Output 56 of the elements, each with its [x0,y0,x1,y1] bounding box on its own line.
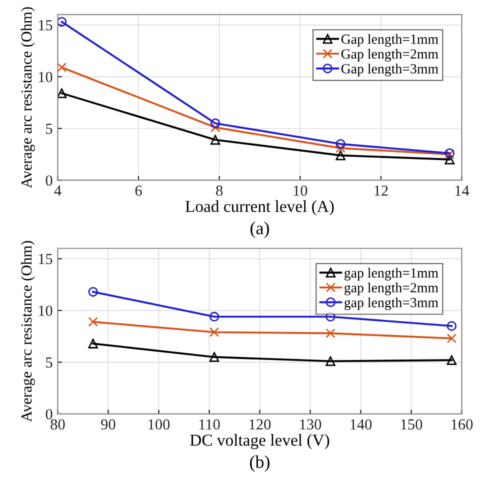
x-axis-title: DC voltage level (V) [190,434,330,450]
x-tick-label: 14 [455,186,470,196]
point [326,328,336,338]
point [88,338,98,348]
point [444,154,454,164]
y-tick-label: 0 [46,175,52,186]
x-tick-label: 10 [294,185,308,196]
point [336,143,346,153]
point [446,355,457,365]
legend-label: Gap length=2mm [341,48,438,62]
point [326,356,336,366]
point [209,312,220,322]
x-tick-label: 130 [300,419,322,430]
point [446,334,457,344]
x-tick-label: 80 [50,419,65,430]
x-tick-label: 4 [54,186,62,196]
point [58,88,67,98]
text: (a) [250,222,269,238]
y-tick-label: 10 [38,306,52,316]
text: (b) [250,455,270,472]
y-tick-label: 15 [38,254,52,264]
legend-label: Gap length=3mm [341,64,438,76]
point [210,118,220,128]
x-tick-label: 100 [148,419,170,430]
legend-label: gap length=3mm [344,297,438,310]
legend-label: gap length=2mm [344,282,438,296]
x-tick-label: 120 [250,419,271,430]
y-tick-label: 5 [46,358,52,368]
point [58,62,67,72]
x-tick-label: 6 [135,186,142,196]
y-tick-label: 0 [46,409,52,420]
point [209,352,220,362]
x-axis-title: Load current level (A) [185,200,334,216]
y-axis-title: Average arc resistance (Ohm) [20,240,35,422]
y-tick-label: 5 [46,124,52,134]
x-tick-label: 140 [350,419,372,430]
point [446,321,457,331]
x-tick-label: 8 [216,185,223,196]
legend-label: Gap length=1mm [341,34,438,47]
point [210,122,220,132]
point [336,150,346,160]
point [58,16,67,27]
x-tick-label: 160 [452,419,473,430]
y-tick-label: 10 [38,72,52,82]
point [88,316,98,327]
x-tick-label: 12 [374,186,388,196]
point [336,139,346,149]
legend-label: gap length=1mm [344,268,438,280]
point [210,134,220,145]
y-tick-label: 15 [38,20,52,30]
x-tick-label: 90 [101,419,116,430]
x-tick-label: 150 [401,419,422,430]
point [88,286,98,297]
y-axis-title: Average arc resistance (Ohm) [20,7,35,188]
x-tick-label: 110 [199,419,220,430]
point [209,327,220,338]
